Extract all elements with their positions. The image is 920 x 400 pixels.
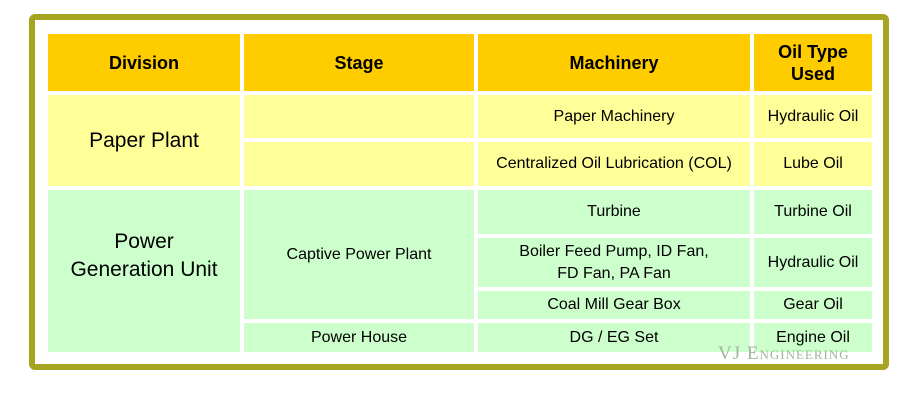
header-division: Division xyxy=(48,34,240,91)
header-oil-type: Oil Type Used xyxy=(754,34,872,91)
machinery-cell: Paper Machinery xyxy=(478,95,750,138)
division-paper-plant: Paper Plant xyxy=(48,95,240,186)
machinery-cell: Coal Mill Gear Box xyxy=(478,291,750,319)
oil-cell: Engine Oil xyxy=(754,323,872,352)
stage-cell-empty xyxy=(244,142,474,186)
header-stage: Stage xyxy=(244,34,474,91)
oil-cell: Lube Oil xyxy=(754,142,872,186)
header-machinery: Machinery xyxy=(478,34,750,91)
machinery-cell: Centralized Oil Lubrication (COL) xyxy=(478,142,750,186)
stage-cell-empty xyxy=(244,95,474,138)
oil-cell: Hydraulic Oil xyxy=(754,238,872,287)
machinery-cell: Turbine xyxy=(478,190,750,234)
machinery-cell: DG / EG Set xyxy=(478,323,750,352)
watermark: VJ Engineering xyxy=(718,343,850,364)
division-power-generation: Power Generation Unit xyxy=(48,190,240,352)
oil-cell: Turbine Oil xyxy=(754,190,872,234)
machinery-cell: Boiler Feed Pump, ID Fan, FD Fan, PA Fan xyxy=(478,238,750,287)
oil-cell: Hydraulic Oil xyxy=(754,95,872,138)
stage-power-house: Power House xyxy=(244,323,474,352)
stage-captive-power-plant: Captive Power Plant xyxy=(244,190,474,319)
oil-cell: Gear Oil xyxy=(754,291,872,319)
